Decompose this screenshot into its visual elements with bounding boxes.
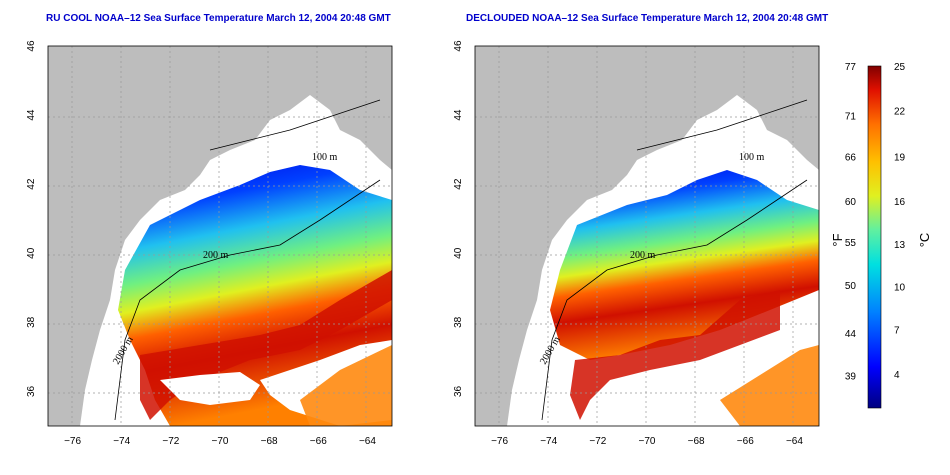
x-tick-label: −66 [737,436,754,447]
y-tick-label: 46 [26,40,37,52]
y-tick-label: 36 [453,385,464,397]
y-tick-label: 38 [453,316,464,328]
contour-line [114,179,381,421]
contour-label-200m: 200 m [630,250,656,261]
contour-label-100m: 100 m [312,152,338,163]
y-tick-label: 38 [26,316,37,328]
x-tick-label: −70 [212,436,229,447]
left-panel-title: RU COOL NOAA–12 Sea Surface Temperature … [46,13,391,24]
right-map: 100 m 200 m 2000 m [475,46,819,426]
celsius-tick: 10 [894,283,906,294]
fahrenheit-tick: 39 [845,372,857,383]
fahrenheit-tick: 44 [845,329,857,340]
celsius-tick: 19 [894,153,906,164]
x-tick-label: −74 [540,436,557,447]
right-panel-title: DECLOUDED NOAA–12 Sea Surface Temperatur… [466,13,829,24]
x-tick-label: −72 [162,436,179,447]
y-tick-label: 42 [453,178,464,190]
fahrenheit-tick: 50 [845,281,857,292]
contour-label-200m: 200 m [203,250,229,261]
graticule [475,46,819,426]
x-tick-label: −64 [786,436,803,447]
contour-label-100m: 100 m [739,152,765,163]
warm-eddy [720,345,819,426]
x-tick-label: −64 [359,436,376,447]
colorbar [867,65,882,409]
fahrenheit-tick: 55 [845,238,857,249]
gulf-stream [140,270,392,420]
left-map: 100 m 200 m 2000 m [48,46,392,426]
right-map-frame [474,45,820,427]
land-mass [48,46,392,426]
celsius-tick: 22 [894,106,906,117]
celsius-tick: 4 [894,370,900,381]
x-tick-label: −66 [310,436,327,447]
y-tick-label: 40 [26,247,37,259]
left-map-frame [47,45,393,427]
contour-line [541,179,808,421]
warm-eddy [300,345,392,426]
contour-line [636,99,808,151]
x-tick-label: −76 [64,436,81,447]
gulf-stream [570,290,780,420]
y-tick-label: 44 [26,109,37,121]
x-tick-label: −70 [639,436,656,447]
fahrenheit-tick: 60 [845,197,857,208]
fahrenheit-tick: 77 [845,62,857,73]
celsius-tick: 13 [894,240,906,251]
y-tick-label: 42 [26,178,37,190]
fahrenheit-tick: 71 [845,112,857,123]
x-tick-label: −74 [113,436,130,447]
fahrenheit-label: °F [830,233,845,246]
x-tick-label: −72 [589,436,606,447]
y-tick-label: 36 [26,385,37,397]
y-tick-label: 44 [453,109,464,121]
x-tick-label: −76 [491,436,508,447]
axis-labels: −76 −74 −72 −70 −68 −66 −64 36 38 40 42 44 46 −76 −74 −… [26,40,803,447]
land-mass [475,46,819,426]
fahrenheit-tick: 66 [845,153,857,164]
celsius-tick: 7 [894,325,900,336]
celsius-tick: 16 [894,197,906,208]
y-tick-label: 40 [453,247,464,259]
y-tick-label: 46 [453,40,464,52]
x-tick-label: −68 [261,436,278,447]
x-tick-label: −68 [688,436,705,447]
graticule [48,46,392,426]
celsius-tick: 25 [894,62,906,73]
celsius-label: °C [917,233,932,248]
contour-line [209,99,381,151]
colorbar-labels: 25 22 19 16 13 10 7 4 77 71 66 60 55 50 44 39 [845,62,906,383]
